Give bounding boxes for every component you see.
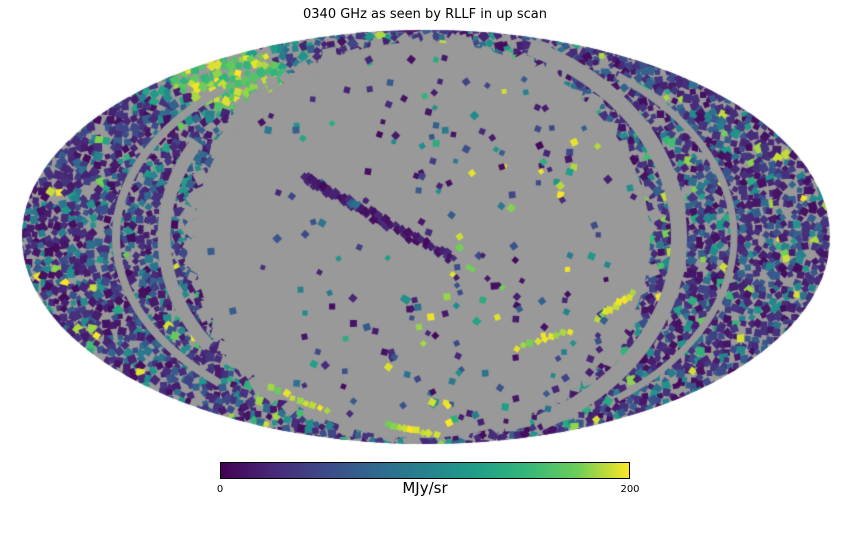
plot-title: 0340 GHz as seen by RLLF in up scan <box>303 7 547 22</box>
colorbar-tick-max: 200 <box>620 484 640 495</box>
colorbar-tick-min: 0 <box>216 484 224 495</box>
colorbar-label: MJy/sr <box>402 479 448 497</box>
colorbar-gradient <box>220 462 630 479</box>
